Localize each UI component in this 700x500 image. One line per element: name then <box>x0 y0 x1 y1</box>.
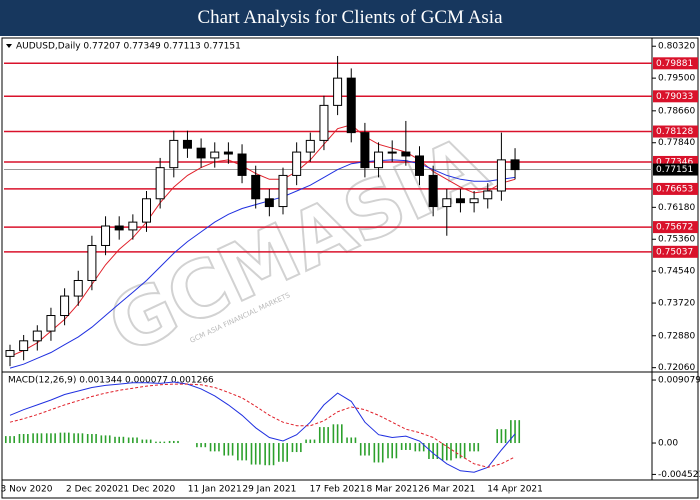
candle-body <box>196 147 206 159</box>
y-tick-label: 0.75360 <box>658 235 695 245</box>
candle-body <box>305 139 315 153</box>
level-label: 0.77346 <box>656 157 693 167</box>
x-tick-label: 2 Dec 2020 <box>66 485 118 495</box>
x-tick-label: 26 Mar 2021 <box>418 485 475 495</box>
candle-body <box>278 174 288 208</box>
candle-body <box>496 159 506 192</box>
x-tick-label: 17 Feb 2021 <box>310 485 366 495</box>
level-tag <box>653 57 698 70</box>
title-bar: Chart Analysis for Clients of GCM Asia <box>0 0 700 36</box>
macd-header: MACD(12,26,9) 0.001344 0.000077 0.001266 <box>8 376 214 386</box>
macd-line <box>9 383 516 468</box>
y-tick-label: 0.79500 <box>658 74 695 84</box>
candle-body <box>223 151 233 155</box>
x-tick-label: 21 Dec 2020 <box>118 485 176 495</box>
candle-body <box>46 315 56 332</box>
y-tick-label: 0.009079 <box>658 376 700 386</box>
candle-body <box>387 151 397 154</box>
candle-body <box>60 295 70 317</box>
candle-body <box>237 153 247 176</box>
candle-body <box>73 279 83 297</box>
y-tick-label: 0.73720 <box>658 299 695 309</box>
candle-body <box>333 77 343 106</box>
level-tag <box>653 182 698 195</box>
candle-body <box>319 104 329 141</box>
level-label: 0.75037 <box>656 247 693 257</box>
y-tick-label: 0.77840 <box>658 138 695 148</box>
chart: GCMASIA GCM ASIA FINANCIAL MARKETS AUDUS… <box>0 37 700 499</box>
candle-body <box>483 190 493 200</box>
candle-body <box>415 155 424 176</box>
x-tick-label: 13 Nov 2020 <box>0 485 53 495</box>
y-tick-label: 0.74540 <box>658 267 695 277</box>
y-tick-label: 0.80320 <box>658 42 695 52</box>
x-tick-label: 11 Jan 2021 <box>188 485 242 495</box>
y-tick-label: 0.78660 <box>658 106 695 116</box>
candle-body <box>374 151 384 169</box>
candle-body <box>19 340 29 352</box>
moving-average <box>9 124 516 357</box>
x-tick-label: 14 Apr 2021 <box>487 485 543 495</box>
candle-body <box>210 151 220 159</box>
macd-line <box>9 381 516 473</box>
y-tick-label: -0.004523 <box>658 470 700 480</box>
y-tick-label: 0.72060 <box>658 363 695 373</box>
level-tag <box>653 245 698 258</box>
price-header: AUDUSD,Daily 0.77207 0.77349 0.77113 0.7… <box>16 42 241 52</box>
y-tick-label: 0.00 <box>658 439 678 449</box>
candle-body <box>87 244 97 281</box>
level-label: 0.75672 <box>656 223 693 233</box>
collapse-icon <box>6 44 12 48</box>
x-tick-label: 29 Jan 2021 <box>242 485 296 495</box>
y-tick-label: 0.72880 <box>658 331 695 341</box>
candle-body <box>128 221 138 231</box>
candle-body <box>5 350 15 357</box>
candle-body <box>360 132 370 169</box>
moving-average <box>9 159 516 369</box>
candle-body <box>469 198 479 204</box>
candle-body <box>169 139 179 169</box>
last-price-tag <box>653 163 698 176</box>
candle-body <box>428 174 438 208</box>
last-price-label: 0.77151 <box>656 165 693 175</box>
x-tick-label: 8 Mar 2021 <box>367 485 418 495</box>
candle-body <box>251 174 261 200</box>
level-label: 0.78128 <box>656 127 693 137</box>
candle-body <box>401 151 411 157</box>
level-label: 0.79881 <box>656 59 693 69</box>
level-label: 0.76653 <box>656 184 693 194</box>
candle-body <box>346 77 356 134</box>
candle-body <box>155 167 165 200</box>
level-label: 0.79033 <box>656 92 693 102</box>
candle-body <box>264 198 274 208</box>
level-tag <box>653 221 698 234</box>
candle-body <box>442 198 452 208</box>
candle-body <box>114 225 124 231</box>
candle-body <box>142 198 151 223</box>
candle-body <box>292 151 302 176</box>
level-tag <box>653 125 698 138</box>
candle-body <box>182 139 192 149</box>
candle-body <box>101 225 111 246</box>
candle-body <box>455 198 465 204</box>
candle-body <box>32 330 42 342</box>
y-tick-label: 0.76180 <box>658 203 695 213</box>
candle-body <box>510 159 520 171</box>
level-tag <box>653 90 698 103</box>
